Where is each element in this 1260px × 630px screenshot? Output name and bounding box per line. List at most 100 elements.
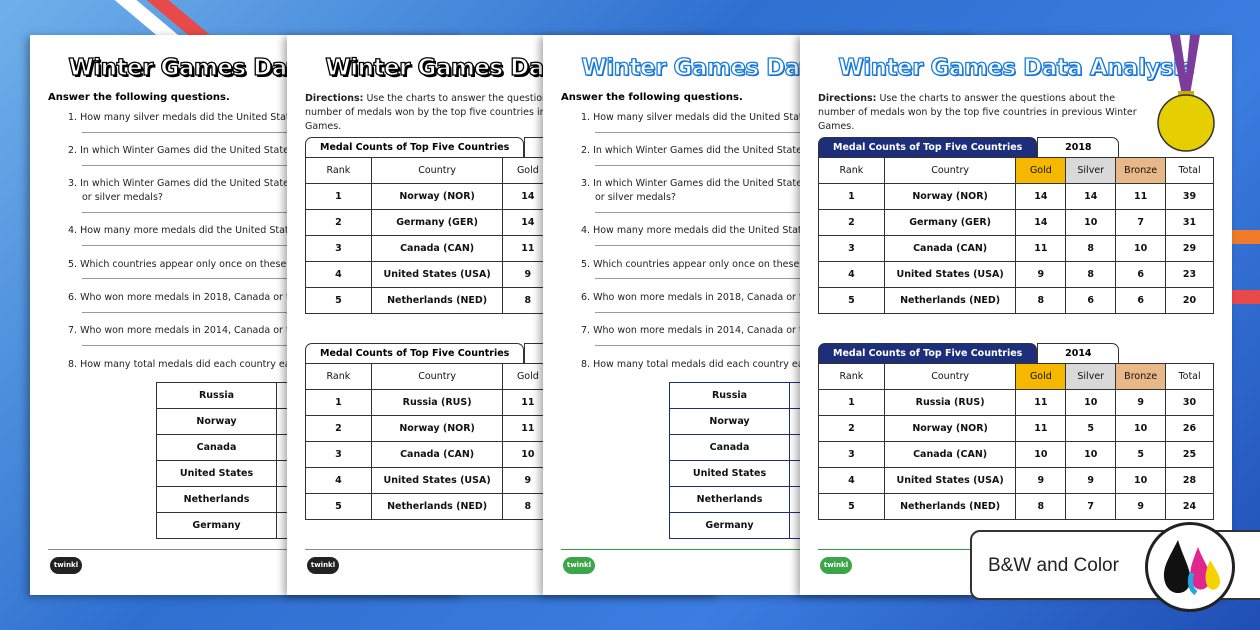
directions: Directions: Use the charts to answer the… [818,92,1148,134]
question: 6. Who won more medals in 2018, Canada o… [68,292,312,303]
table-cell: 2 [818,209,885,236]
table-cell: 2 [305,415,372,442]
table-cell: Canada (CAN) [370,235,504,262]
answer-line[interactable] [82,312,462,313]
answer-line[interactable] [595,312,975,313]
table-cell: 3 [818,235,885,262]
question: 1. How many silver medals did the United… [68,112,320,123]
table-cell: Canada (CAN) [883,235,1017,262]
column-header: Rank [305,157,372,184]
column-header: Country [370,363,504,390]
table-cell: 6 [1115,287,1167,314]
table-cell: Canada (CAN) [883,441,1017,468]
directions-label: Directions: [305,93,364,104]
twinkl-logo: twinkl [563,557,595,574]
table-cell: 11 [1015,235,1067,262]
table-cell: 1 [305,183,372,210]
table-cell: 4 [305,261,372,288]
table-cell: 6 [1115,261,1167,288]
table-cell: 20 [1165,287,1214,314]
answer-line[interactable] [82,345,462,346]
question: 2. In which Winter Games did the United … [581,145,827,156]
table-cell: 31 [1165,209,1214,236]
table-cell: Canada (CAN) [370,441,504,468]
table-cell: Norway (NOR) [883,183,1017,210]
table-cell: Russia (RUS) [883,389,1017,416]
table-cell: Netherlands (NED) [883,287,1017,314]
column-header: Rank [818,363,885,390]
table-cell: 3 [305,441,372,468]
table-cell: 10 [1065,441,1117,468]
answer-line[interactable] [595,278,975,279]
answer-line[interactable] [595,245,975,246]
table-cell: 5 [305,493,372,520]
table-cell: 29 [1165,235,1214,262]
table-cell: 11 [1015,389,1067,416]
table-cell: 2 [818,415,885,442]
answer-line[interactable] [595,165,975,166]
table-cell: 25 [1165,441,1214,468]
table-cell: 11 [1015,415,1067,442]
table-cell: 9 [1015,467,1067,494]
badge-label: B&W and Color [988,555,1119,576]
table-cell: 7 [1065,493,1117,520]
table-cell: 8 [1015,287,1067,314]
country-cell: Norway [669,408,790,435]
column-header: Silver [1065,157,1117,184]
question: 1. How many silver medals did the United… [581,112,833,123]
footer-divider [48,549,444,550]
footer-divider [305,549,701,550]
country-cell: Canada [156,434,277,461]
question: 5. Which countries appear only once on t… [68,259,307,270]
answer-line[interactable] [82,278,462,279]
answer-line[interactable] [82,245,462,246]
table-title: Medal Counts of Top Five Countries [305,343,525,363]
column-header: Country [370,157,504,184]
directions: Directions: Use the charts to answer the… [305,92,635,134]
question: 8. How many total medals did each countr… [581,359,823,370]
table-cell: Norway (NOR) [883,415,1017,442]
country-cell: Germany [156,512,277,539]
table-cell: 26 [1165,415,1214,442]
answer-heading: Answer the following questions. [48,92,230,103]
country-cell: Netherlands [669,486,790,513]
table-cell: 5 [1115,441,1167,468]
country-cell: Germany [669,512,790,539]
answer-heading: Answer the following questions. [561,92,743,103]
answer-line[interactable] [595,132,975,133]
question: 6. Who won more medals in 2018, Canada o… [581,292,825,303]
table-cell: 24 [1165,493,1214,520]
table-cell: 10 [1015,441,1067,468]
table-cell: Germany (GER) [883,209,1017,236]
answer-line[interactable] [595,212,975,213]
table-cell: 10 [1065,389,1117,416]
question: 7. Who won more medals in 2014, Canada o… [68,325,312,336]
question: 4. How many more medals did the United S… [581,225,832,236]
table-cell: 5 [305,287,372,314]
table-cell: 2 [305,209,372,236]
table-title: Medal Counts of Top Five Countries [818,137,1038,157]
answer-line[interactable] [82,132,462,133]
question: 8. How many total medals did each countr… [68,359,310,370]
question: 2. In which Winter Games did the United … [68,145,314,156]
table-cell: 3 [818,441,885,468]
directions-text: Use the charts to answer the questions a… [305,93,624,132]
country-cell: Canada [669,434,790,461]
answer-line[interactable] [595,345,975,346]
table-cell: 5 [818,493,885,520]
table-cell: 10 [1115,467,1167,494]
question: 3. In which Winter Games did the United … [581,178,827,189]
table-cell: 9 [1115,493,1167,520]
directions-text: Use the charts to answer the questions a… [818,93,1137,132]
country-cell: United States [669,460,790,487]
table-year: 2018 [1037,137,1120,157]
answer-line[interactable] [82,165,462,166]
answer-line[interactable] [82,212,462,213]
table-cell: 11 [1115,183,1167,210]
page-title: Winter Games Data Analysis [838,54,1195,81]
table-cell: 7 [1115,209,1167,236]
